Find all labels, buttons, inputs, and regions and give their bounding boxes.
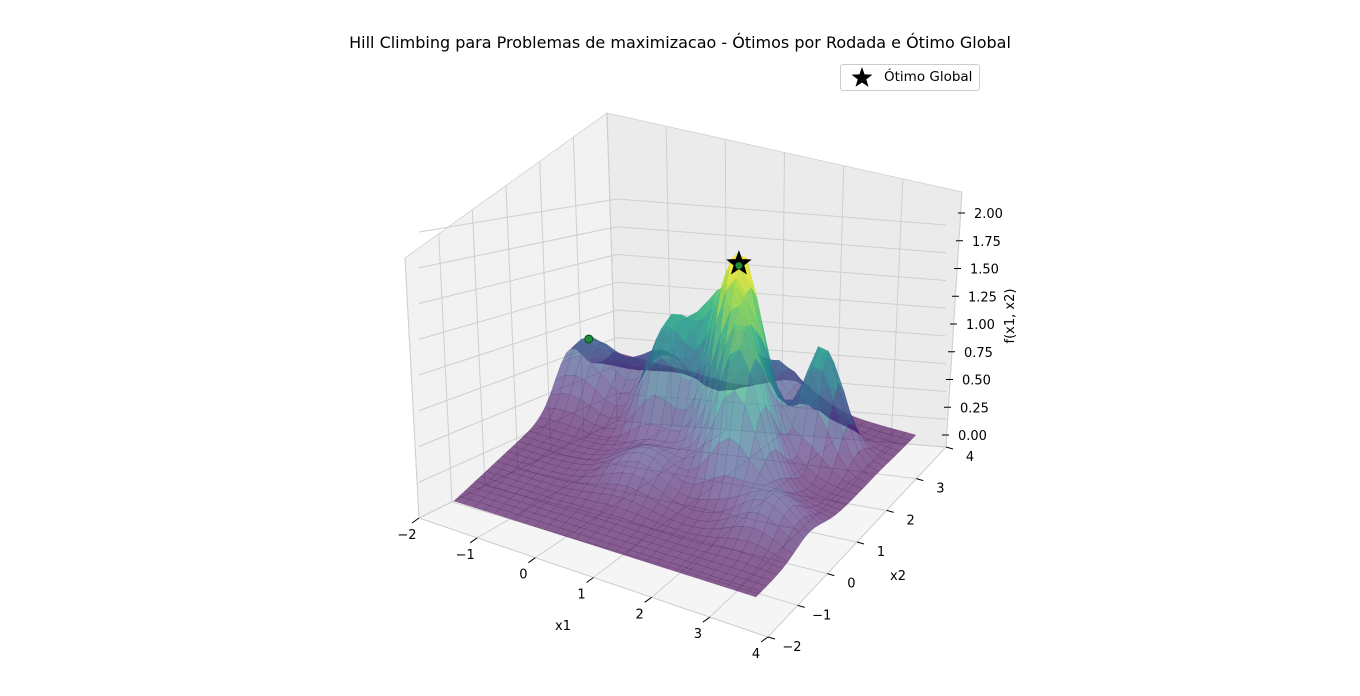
z-tick-label: 2.00 [974,207,1003,222]
x-tick [586,577,594,583]
y-tick-label: −2 [782,640,801,655]
x-tick [702,616,711,623]
star-icon [851,67,873,87]
z-tick-label: 1.50 [970,263,999,278]
round-optimum-point [584,334,594,344]
x-tick-label: −1 [456,548,475,563]
grid-line [418,226,618,269]
surface-patch [894,437,912,447]
grid-line [418,309,618,376]
global-optimum-inner [735,262,743,270]
surface-patch [873,456,890,467]
grid-line [471,209,486,486]
surface-patch [862,465,880,478]
y-tick-label: 0 [847,577,855,592]
grid-line [616,281,947,309]
grid-line [945,191,963,448]
z-tick-label: 0.00 [958,429,987,444]
surface-patch [766,564,784,576]
grid-line [438,233,453,502]
z-tick-label: 1.75 [972,235,1001,250]
surface-patch [799,516,815,533]
x-tick [760,636,769,643]
grid-line [890,178,904,443]
y-tick [856,541,865,545]
x-tick-label: 0 [519,568,527,583]
x-tick-label: −2 [397,528,416,543]
surface-patch [836,496,853,506]
z-axis-label: f(x1, x2) [1003,289,1018,344]
surface [453,253,917,598]
legend: Ótimo Global [840,64,980,91]
grid-line [616,254,947,281]
y-tick [916,478,924,482]
x-tick-label: 3 [694,627,702,642]
x-tick-label: 1 [577,588,585,603]
z-tick-label: 1.00 [966,318,995,333]
x-tick-label: 2 [636,607,644,622]
x-tick-label: 4 [752,647,760,662]
y-tick [945,446,954,450]
x-tick [411,517,420,524]
grid-line [418,198,618,233]
grid-line [616,198,947,226]
y-tick-label: 1 [877,545,885,560]
y-tick [797,604,805,608]
y-tick-label: 2 [907,513,915,528]
y-tick-label: 4 [966,450,974,465]
x-tick [644,596,652,603]
markers [584,250,752,344]
grid-line [616,226,947,254]
y-axis-label: x2 [890,569,906,584]
surface-patch [884,447,901,457]
grid-line [418,254,618,304]
surface-patch [852,478,869,490]
y-tick [827,573,835,577]
surface-patch [745,588,762,598]
legend-label: Ótimo Global [884,69,973,85]
surface-patch [841,490,858,500]
z-tick-label: 0.75 [964,346,993,361]
surface-patch [772,555,789,569]
x-axis-label: x1 [555,619,571,634]
z-tick-label: 0.25 [960,401,989,416]
y-tick-label: −1 [812,608,831,623]
y-tick [767,636,776,640]
x-tick [528,557,536,564]
grid-line [418,281,618,340]
z-tick-label: 0.50 [962,374,991,389]
y-tick-label: 3 [936,482,944,497]
surface-patch [809,514,826,525]
chart-title: Hill Climbing para Problemas de maximiza… [349,33,1011,52]
surface-patch [889,442,906,452]
grid-line [505,185,519,470]
surface-patch [777,546,794,562]
surface-patch [825,506,842,515]
grid-line [404,257,420,519]
y-tick [886,509,894,513]
surface-patch [793,520,810,539]
x-tick [469,537,478,544]
surface-patch [750,582,768,592]
axes: −2 −1 0 1 2 3 4 x1 −2 −1 0 1 2 3 4 x2 0.00 0.25 0.50 0.75 1.… [397,207,1018,662]
z-tick-label: 1.25 [968,290,997,305]
